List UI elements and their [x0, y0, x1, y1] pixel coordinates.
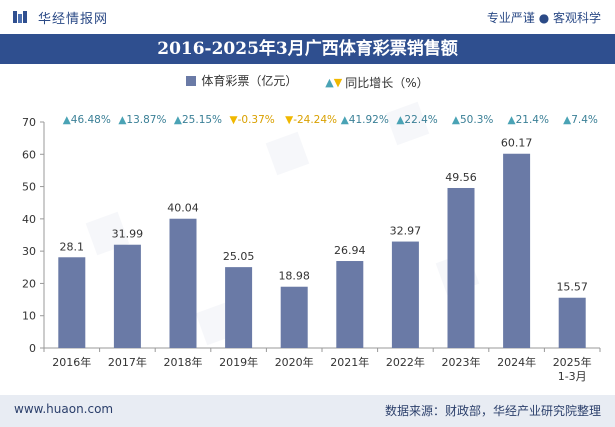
triangle-down-icon: ▼ — [333, 75, 343, 89]
x-tick-label: 2017年 — [108, 355, 147, 369]
yoy-up-icon: ▲ — [63, 114, 72, 126]
bar — [558, 297, 586, 348]
yoy-label: 13.87% — [126, 114, 166, 126]
title-band — [0, 34, 615, 64]
bar — [503, 153, 531, 348]
yoy-down-icon: ▼ — [230, 114, 239, 126]
y-tick-label: 20 — [22, 277, 36, 290]
chart-title: 2016-2025年3月广西体育彩票销售额 — [157, 39, 458, 59]
x-tick-label: 2020年 — [275, 355, 314, 369]
y-tick-label: 70 — [22, 116, 36, 129]
top-bar: 华经情报网 专业严谨 ● 客观科学 — [0, 0, 615, 34]
bar-value-label: 15.57 — [556, 281, 588, 294]
footer-source: 数据来源：财政部，华经产业研究院整理 — [384, 404, 601, 418]
yoy-label: 21.4% — [516, 114, 549, 126]
yoy-up-icon: ▲ — [341, 114, 350, 126]
legend-item-yoy: ▲ ▼ 同比增长（%） — [325, 74, 428, 91]
legend-item-bar: 体育彩票（亿元） — [186, 72, 297, 89]
bar — [447, 187, 475, 348]
bar-value-label: 18.98 — [278, 270, 310, 283]
yoy-label: 22.4% — [404, 114, 437, 126]
yoy-up-icon: ▲ — [174, 114, 183, 126]
x-tick-label: 2016年 — [52, 355, 91, 369]
slogan: 专业严谨 ● 客观科学 — [486, 11, 601, 25]
y-tick-label: 0 — [29, 342, 36, 355]
bar — [113, 244, 141, 348]
bar-value-label: 25.05 — [223, 250, 255, 263]
bar-swatch — [186, 75, 197, 86]
watermark-mark — [85, 211, 130, 256]
yoy-label: 25.15% — [182, 114, 222, 126]
bar-value-label: 60.17 — [501, 137, 533, 150]
bar — [58, 257, 86, 348]
yoy-up-icon: ▲ — [508, 114, 517, 126]
x-tick-label: 2018年 — [164, 355, 203, 369]
bar — [225, 267, 253, 348]
bar — [336, 261, 364, 348]
y-tick-label: 40 — [22, 213, 36, 226]
footer-band — [0, 395, 615, 427]
legend: 体育彩票（亿元） ▲ ▼ 同比增长（%） — [0, 72, 615, 92]
bar — [280, 286, 308, 348]
y-tick-label: 50 — [22, 181, 36, 194]
yoy-label: -24.24% — [293, 114, 337, 126]
logo-icon — [13, 11, 27, 23]
yoy-label: 41.92% — [349, 114, 389, 126]
yoy-up-icon: ▲ — [118, 114, 127, 126]
bar-value-label: 40.04 — [167, 202, 199, 215]
watermark-mark — [265, 131, 310, 176]
yoy-label: 7.4% — [571, 114, 598, 126]
legend-yoy-label: 同比增长（%） — [345, 75, 429, 90]
legend-bar-label: 体育彩票（亿元） — [201, 74, 298, 88]
x-tick-label: 2025年 — [553, 355, 592, 369]
y-tick-label: 10 — [22, 310, 36, 323]
yoy-label: -0.37% — [238, 114, 275, 126]
bar — [391, 241, 419, 348]
bar-value-label: 32.97 — [390, 225, 422, 238]
y-tick-label: 30 — [22, 245, 36, 258]
brand-name: 华经情报网 — [38, 12, 109, 27]
x-tick-label: 2023年 — [442, 355, 481, 369]
bar — [169, 218, 197, 348]
x-tick-label: 2019年 — [219, 355, 258, 369]
bar-value-label: 31.99 — [112, 228, 144, 241]
yoy-up-icon: ▲ — [563, 114, 572, 126]
x-tick-label: 1-3月 — [558, 370, 587, 383]
bar-value-label: 49.56 — [445, 171, 477, 184]
yoy-up-icon: ▲ — [396, 114, 405, 126]
footer-website[interactable]: www.huaon.com — [14, 402, 114, 416]
bar-value-label: 28.1 — [60, 240, 85, 253]
y-tick-label: 60 — [22, 148, 36, 161]
yoy-down-icon: ▼ — [285, 114, 294, 126]
yoy-label: 50.3% — [460, 114, 493, 126]
x-tick-label: 2021年 — [330, 355, 369, 369]
bar-value-label: 26.94 — [334, 244, 366, 257]
x-tick-label: 2022年 — [386, 355, 425, 369]
watermark-mark — [385, 101, 430, 146]
triangle-up-icon: ▲ — [325, 75, 334, 89]
yoy-label: 46.48% — [71, 114, 111, 126]
yoy-up-icon: ▲ — [452, 114, 461, 126]
x-tick-label: 2024年 — [497, 355, 536, 369]
